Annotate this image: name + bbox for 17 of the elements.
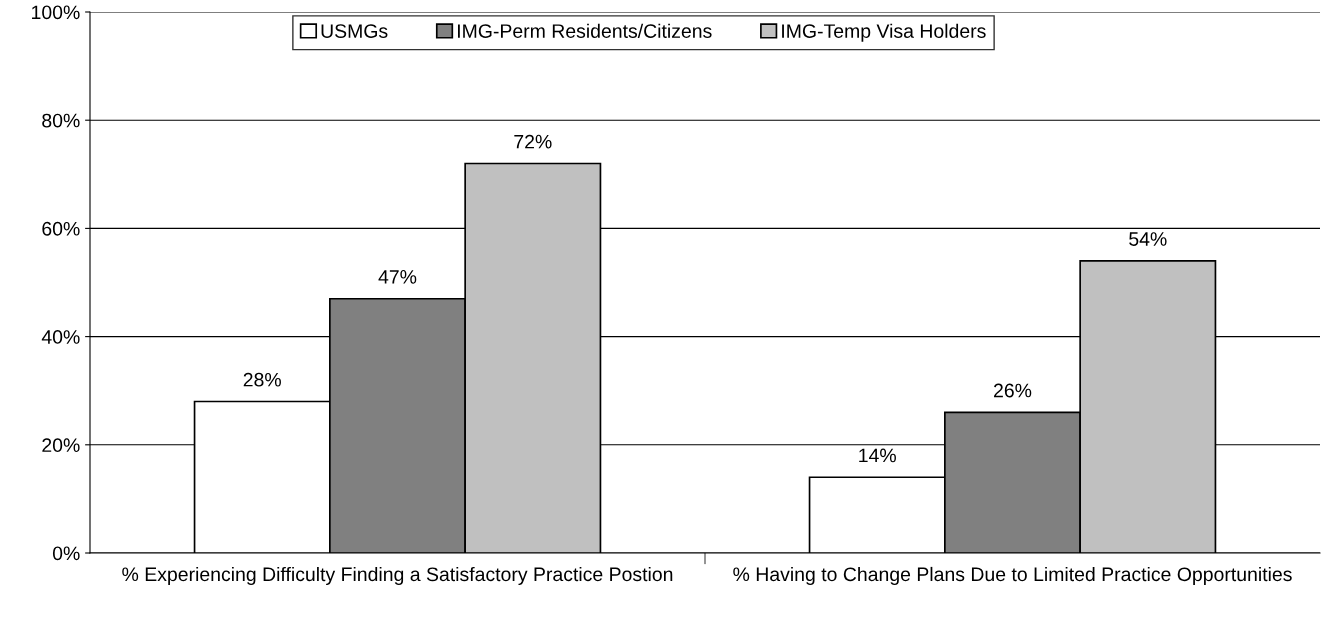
legend-label: IMG-Temp Visa Holders bbox=[782, 23, 986, 42]
legend-label: IMG-Perm Residents/Citizens bbox=[458, 23, 712, 38]
x-tick-label: % Having to Change Plans Due to Limited Practice Opportunities bbox=[733, 566, 1292, 586]
data-label: 54% bbox=[1129, 232, 1167, 246]
y-tick-label: 20% bbox=[42, 438, 80, 453]
y-tick-label: 80% bbox=[42, 113, 80, 128]
data-label: 72% bbox=[514, 134, 552, 149]
data-label: 14% bbox=[859, 448, 896, 463]
y-tick-label: 100% bbox=[32, 5, 80, 20]
data-label: 47% bbox=[378, 270, 417, 284]
x-tick-label: % Experiencing Difficulty Finding a Satisfactory Practice Postion bbox=[122, 566, 673, 586]
legend-label: USMGs bbox=[321, 24, 388, 38]
y-tick-label: 40% bbox=[41, 330, 80, 344]
data-label: 26% bbox=[994, 383, 1032, 398]
data-label: 28% bbox=[243, 372, 281, 387]
y-tick-label: 60% bbox=[42, 221, 80, 236]
y-tick-label: 0% bbox=[52, 546, 80, 561]
